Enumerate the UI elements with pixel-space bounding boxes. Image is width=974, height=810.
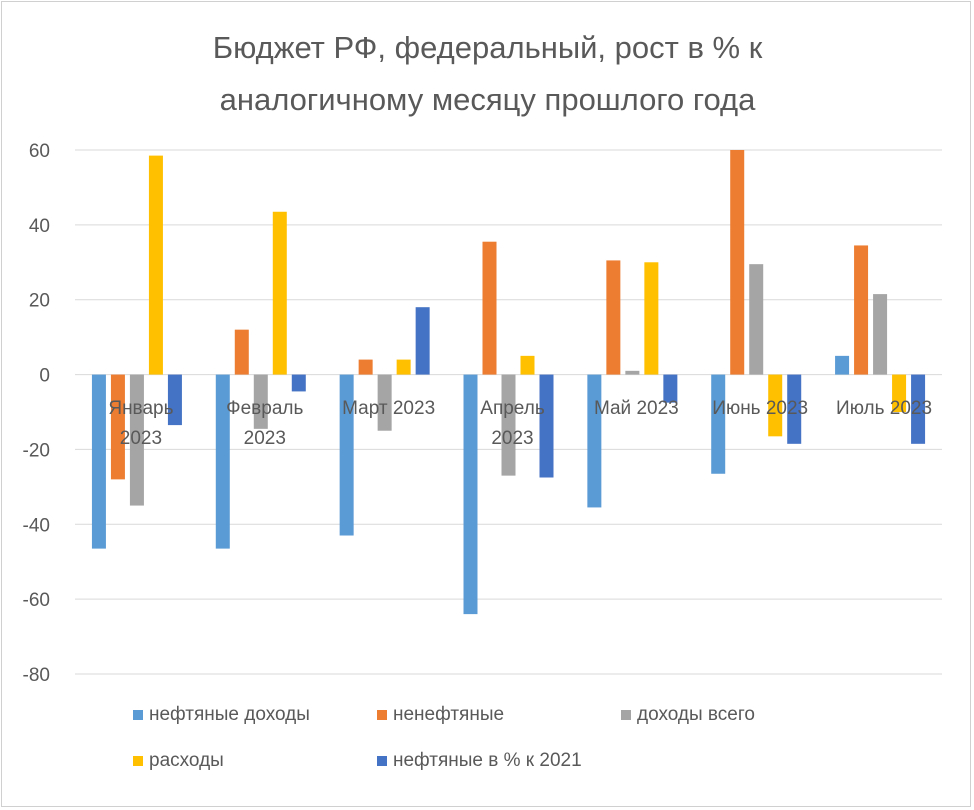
legend-item: ненефтяные	[377, 704, 504, 726]
bar-2-1	[110, 374, 125, 480]
bar-3-2	[253, 374, 268, 429]
legend-swatch	[377, 710, 387, 720]
x-category-label: 2023	[244, 428, 286, 449]
bar-3-1	[129, 374, 144, 506]
bar-2-5	[606, 260, 621, 375]
x-category-label: Февраль	[226, 398, 303, 419]
bar-3-5	[625, 370, 640, 375]
bar-2-4	[482, 241, 497, 375]
bar-4-2	[272, 211, 287, 375]
bar-4-3	[396, 359, 411, 375]
bars	[91, 150, 926, 615]
chart-title-line: аналогичному месяцу прошлого года	[219, 82, 756, 117]
bar-5-7	[911, 374, 926, 444]
y-tick-label: 60	[29, 141, 50, 162]
bar-1-3	[339, 374, 354, 536]
y-tick-label: 20	[29, 291, 50, 312]
legend-swatch	[133, 756, 143, 766]
bar-2-2	[234, 329, 249, 375]
legend-item: нефтяные в % к 2021	[377, 750, 582, 772]
chart-title-line: Бюджет РФ, федеральный, рост в % к	[212, 30, 763, 65]
bar-5-2	[291, 374, 306, 392]
x-axis-labels: Январь 2023 Февраль 2023 Март 2023 Апрель 2023…	[108, 398, 932, 449]
x-category-label: Март 2023	[342, 398, 435, 419]
legend-item: доходы всего	[621, 704, 755, 726]
bar-2-3	[358, 359, 373, 375]
bar-5-3	[415, 307, 430, 375]
bar-1-7	[835, 355, 850, 375]
y-axis-ticks: 60 40 20 0 -20 -40 -60 -80	[23, 141, 50, 686]
x-category-label: Июнь 2023	[712, 398, 808, 419]
bar-3-4	[501, 374, 516, 476]
bar-3-7	[873, 294, 888, 375]
bar-4-7	[892, 374, 907, 412]
x-category-label: Май 2023	[594, 398, 679, 419]
chart-title: Бюджет РФ, федеральный, рост в % к аналог…	[120, 22, 855, 126]
legend-label: нефтяные доходы	[149, 704, 310, 725]
x-category-label: Апрель	[480, 398, 545, 419]
legend-item: расходы	[133, 750, 224, 772]
legend-swatch	[133, 710, 143, 720]
x-category-label: Январь	[108, 398, 173, 419]
bar-4-6	[768, 374, 783, 437]
bar-4-5	[644, 262, 659, 375]
bar-4-1	[148, 155, 163, 375]
y-tick-label: -20	[23, 440, 50, 461]
bar-1-2	[215, 374, 230, 549]
bar-1-1	[91, 374, 106, 549]
x-category-label: 2023	[120, 428, 162, 449]
bar-1-5	[587, 374, 602, 508]
bar-1-4	[463, 374, 478, 615]
legend-item: нефтяные доходы	[133, 704, 310, 726]
y-tick-label: -60	[23, 590, 50, 611]
y-tick-label: 40	[29, 216, 50, 237]
bar-1-6	[711, 374, 726, 474]
y-tick-label: -40	[23, 515, 50, 536]
bar-2-6	[730, 150, 745, 375]
bar-2-7	[854, 245, 869, 375]
legend-swatch	[621, 710, 631, 720]
legend-label: доходы всего	[637, 704, 755, 725]
bar-3-6	[749, 264, 764, 375]
legend-label: нефтяные в % к 2021	[393, 750, 582, 771]
legend-swatch	[377, 756, 387, 766]
bar-4-4	[520, 355, 535, 375]
legend-label: ненефтяные	[393, 704, 505, 725]
x-category-label: 2023	[491, 428, 533, 449]
bar-5-5	[663, 374, 678, 403]
bar-3-3	[377, 374, 392, 431]
x-category-label: Июль 2023	[836, 398, 932, 419]
bar-5-4	[539, 374, 554, 478]
y-tick-label: 0	[39, 366, 50, 387]
bar-5-1	[167, 374, 182, 426]
legend-label: расходы	[149, 750, 224, 771]
y-tick-label: -80	[23, 665, 50, 686]
bar-5-6	[787, 374, 802, 444]
